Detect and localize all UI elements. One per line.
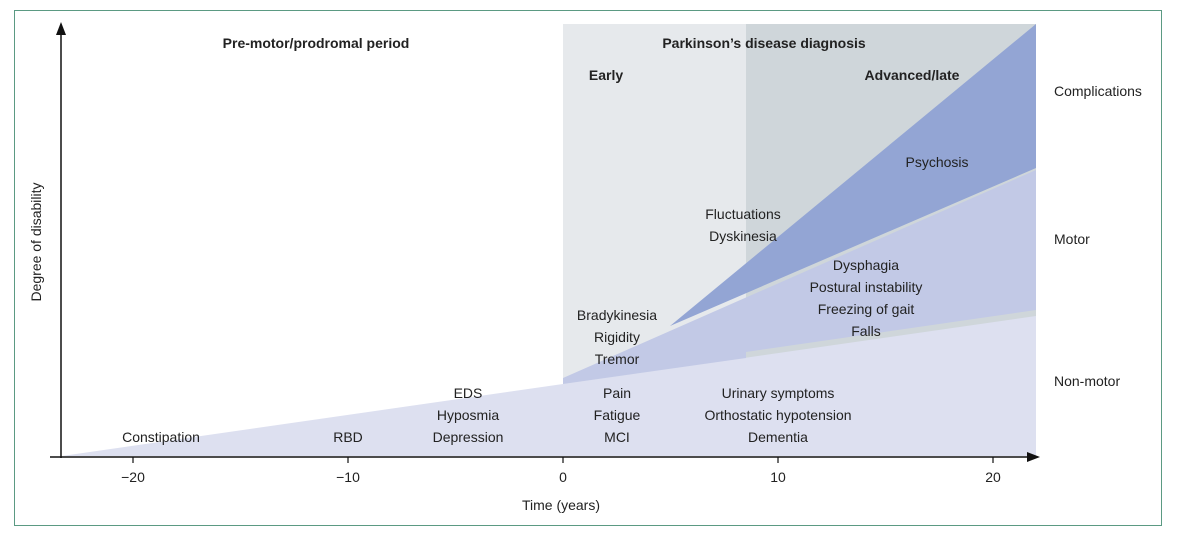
y-axis-arrow [56,22,66,35]
diagnosis-title: Parkinson’s disease diagnosis [662,35,866,51]
x-axis-label: Time (years) [522,497,600,513]
category-motor: Motor [1054,231,1090,247]
symptom-orthostatic-hypotension: Orthostatic hypotension [704,407,851,423]
symptom-tremor: Tremor [595,351,640,367]
symptom-depression: Depression [433,429,504,445]
early-stage-title: Early [589,67,623,83]
symptom-urinary: Urinary symptoms [722,385,835,401]
x-tick-label: −20 [121,469,145,485]
prodromal-period-title: Pre-motor/prodromal period [223,35,410,51]
x-tick-label: 20 [985,469,1001,485]
symptom-postural-instability: Postural instability [810,279,923,295]
symptom-falls: Falls [851,323,881,339]
motor-region [563,170,1036,384]
symptom-dysphagia: Dysphagia [833,257,899,273]
x-tick-label: −10 [336,469,360,485]
symptom-fatigue: Fatigue [594,407,641,423]
symptom-rbd: RBD [333,429,363,445]
advanced-stage-title: Advanced/late [865,67,960,83]
x-tick-label: 0 [559,469,567,485]
symptom-bradykinesia: Bradykinesia [577,307,657,323]
symptom-constipation: Constipation [122,429,200,445]
figure-frame [14,10,1162,526]
x-tick-label: 10 [770,469,786,485]
symptom-fluctuations: Fluctuations [705,206,780,222]
symptom-hyposmia: Hyposmia [437,407,499,423]
symptom-rigidity: Rigidity [594,329,640,345]
y-axis-label: Degree of disability [28,182,44,301]
symptom-dementia: Dementia [748,429,808,445]
symptom-freezing-of-gait: Freezing of gait [818,301,915,317]
non-motor-region [62,316,1036,456]
symptom-mci: MCI [604,429,630,445]
category-complications: Complications [1054,83,1142,99]
symptom-psychosis: Psychosis [905,154,968,170]
symptom-eds: EDS [454,385,483,401]
symptom-pain: Pain [603,385,631,401]
x-axis-arrow [1027,452,1040,462]
category-non-motor: Non-motor [1054,373,1120,389]
complications-region [670,24,1036,326]
symptom-dyskinesia: Dyskinesia [709,228,777,244]
